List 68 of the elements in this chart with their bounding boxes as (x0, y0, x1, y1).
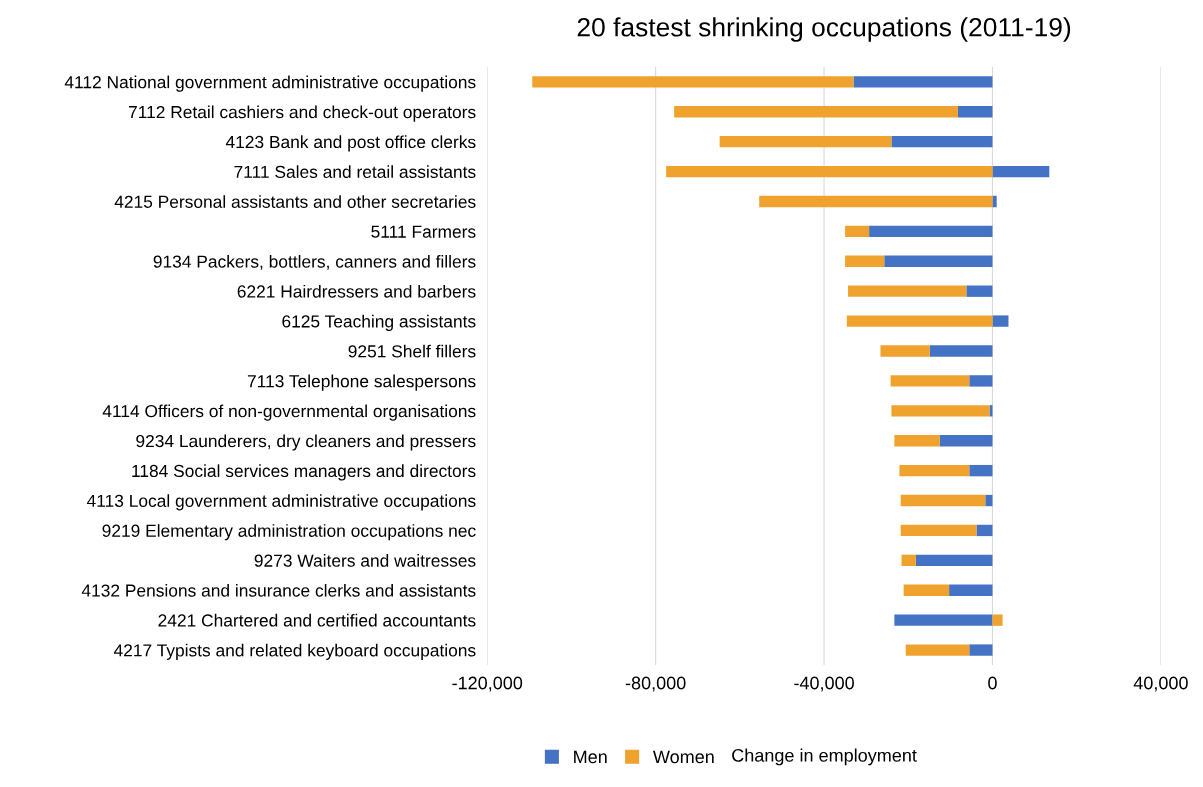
y-tick-label: 4123 Bank and post office clerks (225, 135, 476, 152)
bar (992, 614, 1003, 626)
bar (969, 644, 993, 656)
legend-label: Women (652, 750, 714, 764)
bar (992, 195, 997, 208)
bar (949, 584, 993, 596)
y-tick-label: 4215 Personal assistants and other secretaries (114, 195, 476, 208)
y-tick-label: 5111 Farmers (371, 225, 476, 238)
y-tick-label: 9134 Packers, bottlers, canners and fillers (153, 254, 476, 270)
bar (969, 464, 993, 477)
y-tick-label: 4113 Local government administrative occupations (86, 494, 476, 511)
bar (891, 135, 993, 148)
bar (848, 285, 967, 297)
x-tick-label: -80,000 (625, 676, 686, 692)
y-tick-label: 4132 Pensions and insurance clerks and assistants (81, 583, 476, 597)
bar (853, 76, 993, 88)
bar (890, 375, 970, 387)
bar (901, 554, 916, 567)
bar (846, 315, 993, 327)
bar (894, 435, 940, 447)
y-tick-label: 9219 Elementary administration occupations nec (102, 524, 476, 541)
x-tick-label: 0 (988, 676, 997, 690)
bar (966, 285, 993, 297)
x-axis-title: Change in employment (732, 748, 917, 766)
bar (992, 165, 1050, 178)
bar (985, 494, 993, 507)
bar (900, 494, 986, 507)
bar (903, 584, 950, 596)
y-tick-label: 7111 Sales and retail assistants (234, 165, 476, 179)
y-tick-label: 2421 Chartered and certified accountants (158, 613, 476, 627)
bar (915, 554, 993, 567)
bar (759, 195, 993, 208)
y-tick-label: 1184 Social services managers and directors (132, 464, 476, 481)
bar (900, 524, 977, 537)
bar (905, 644, 970, 656)
bar (532, 76, 854, 88)
bar (976, 524, 993, 537)
bar (884, 255, 993, 267)
bar (992, 315, 1009, 327)
bar (894, 614, 993, 626)
bar (666, 165, 993, 178)
x-tick-label: -40,000 (794, 676, 854, 692)
legend-label: Men (574, 750, 607, 764)
bar (969, 375, 993, 387)
y-tick-label: 4112 National government administrative occupations (64, 75, 476, 92)
y-tick-label: 9251 Shelf fillers (348, 344, 476, 358)
y-tick-label: 7112 Retail cashiers and check-out operators (128, 105, 476, 122)
bar (899, 464, 970, 477)
x-tick-label: 40,000 (1133, 676, 1188, 692)
bar (929, 345, 993, 357)
bar (880, 345, 930, 357)
y-tick-label: 6125 Teaching assistants (282, 314, 476, 331)
bar (674, 106, 958, 118)
bar (939, 435, 993, 447)
chart-title: 20 fastest shrinking occupations (2011-19) (577, 17, 1071, 42)
bar (845, 225, 870, 238)
y-tick-label: 9234 Launderers, dry cleaners and pressers (136, 434, 476, 451)
y-tick-label: 4217 Typists and related keyboard occupations (113, 643, 476, 660)
bar (845, 255, 885, 267)
bar (891, 405, 990, 417)
y-tick-label: 4114 Officers of non-governmental organisations (102, 404, 476, 421)
y-tick-label: 9273 Waiters and waitresses (254, 554, 476, 567)
bar (957, 106, 993, 118)
y-tick-label: 6221 Hairdressers and barbers (237, 284, 476, 298)
x-tick-label: -120,000 (452, 676, 523, 692)
y-tick-label: 7113 Telephone salespersons (247, 374, 476, 391)
bar (869, 225, 993, 238)
bar (719, 135, 892, 148)
